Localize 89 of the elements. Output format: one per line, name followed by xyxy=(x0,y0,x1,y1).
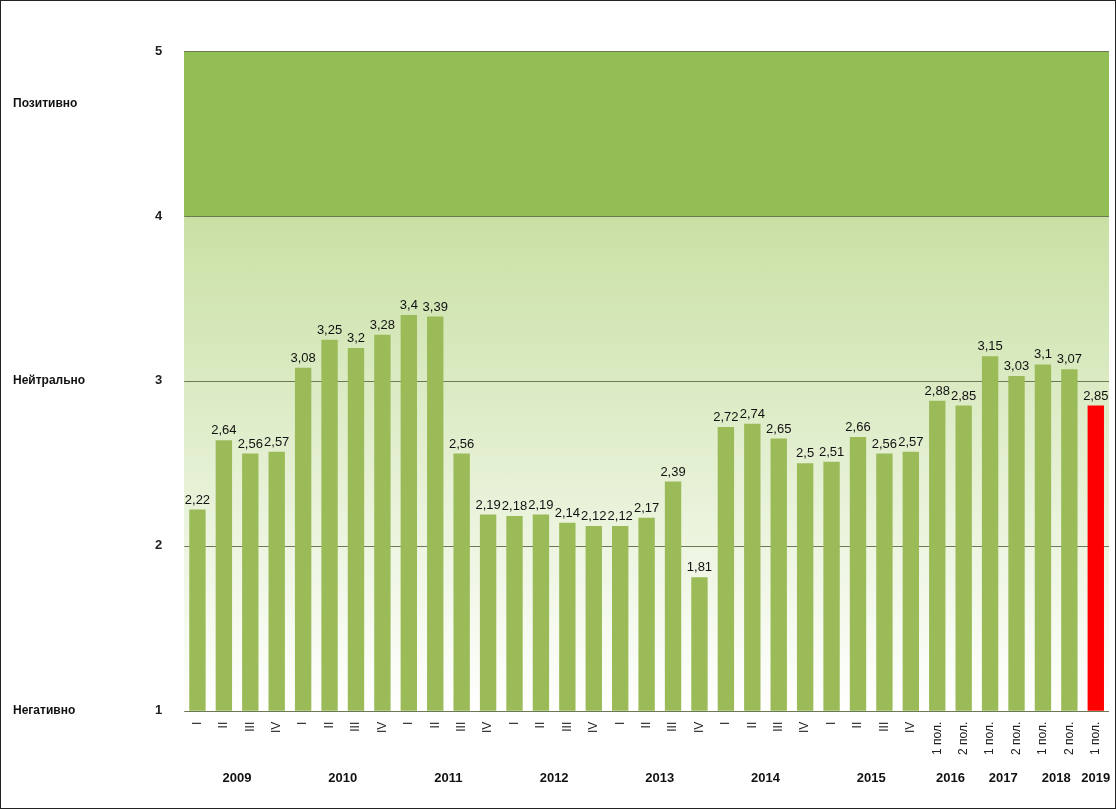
text: 2012 xyxy=(539,769,569,785)
data-label: 3,25 xyxy=(316,321,343,337)
x-tick-label: I xyxy=(506,721,521,726)
x-tick-label: III xyxy=(453,721,468,732)
data-label: 2,74 xyxy=(739,405,765,421)
x-tick-label: I xyxy=(189,721,204,726)
x-tick-label: IV xyxy=(480,721,495,734)
x-tick-label: 2 пол. xyxy=(1061,721,1076,756)
data-label: 2,18 xyxy=(501,498,528,514)
data-label: 2,85 xyxy=(1083,387,1109,403)
y-tick-label: 2 xyxy=(155,537,163,553)
data-label: 2,56 xyxy=(871,435,898,451)
data-label: 2,72 xyxy=(713,409,739,425)
x-tick-label: II xyxy=(638,721,653,729)
data-label: 3,28 xyxy=(369,316,396,332)
data-label: 2,12 xyxy=(607,508,633,524)
x-tick-label: I xyxy=(401,721,416,726)
data-label: 2,51 xyxy=(818,443,845,459)
data-label: 3,07 xyxy=(1056,351,1083,367)
data-label: 2,39 xyxy=(660,463,686,479)
data-label: 3,2 xyxy=(346,329,366,345)
data-label: 3,08 xyxy=(290,349,316,365)
data-label: 3,03 xyxy=(1003,358,1030,373)
text: 2017 xyxy=(988,769,1018,785)
x-tick-label: II xyxy=(321,721,336,729)
data-label: 3,4 xyxy=(399,296,418,312)
data-label: 2,5 xyxy=(796,445,815,461)
text: 2011 xyxy=(434,769,463,785)
x-tick-label: 1 пол. xyxy=(1088,721,1103,756)
y-tick-label: 5 xyxy=(155,42,163,58)
x-tick-label: I xyxy=(823,721,838,726)
data-label: 1,81 xyxy=(686,559,713,575)
data-label: 2,56 xyxy=(237,435,263,451)
data-label: 2,57 xyxy=(898,433,924,449)
x-tick-label: II xyxy=(427,721,442,729)
data-label: 2,85 xyxy=(951,387,977,403)
x-tick-label: III xyxy=(559,721,574,732)
text: 2016 xyxy=(936,769,965,785)
x-tick-label: III xyxy=(348,721,363,732)
x-tick-label: II xyxy=(216,721,231,729)
x-tick-label: I xyxy=(718,721,733,726)
data-label: 2,66 xyxy=(845,419,871,435)
text: 2009 xyxy=(222,769,252,785)
x-tick-label: II xyxy=(533,721,548,729)
x-tick-label: III xyxy=(771,721,786,732)
y-tick-label: 4 xyxy=(155,207,163,223)
text: 2014 xyxy=(751,769,781,785)
x-tick-label: IV xyxy=(269,721,284,734)
x-tick-label: 2 пол. xyxy=(1008,721,1023,756)
x-tick-label: III xyxy=(665,721,680,732)
x-tick-label: IV xyxy=(374,721,389,734)
x-tick-label: 2 пол. xyxy=(955,721,970,756)
x-tick-label: IV xyxy=(691,721,706,734)
data-label: 2,12 xyxy=(581,508,607,524)
data-label: 2,57 xyxy=(264,433,290,449)
x-tick-label: 1 пол. xyxy=(1035,721,1050,756)
x-tick-label: IV xyxy=(797,721,812,734)
y-tick-label: 3 xyxy=(155,372,163,388)
text: 2018 xyxy=(1041,769,1071,785)
data-label: 2,64 xyxy=(211,422,237,438)
text: Позитивно xyxy=(13,96,78,111)
data-label: 2,88 xyxy=(924,382,950,398)
data-label: 2,14 xyxy=(554,504,581,520)
x-tick-label: III xyxy=(242,721,257,732)
text: 2019 xyxy=(1081,769,1111,785)
text: 2010 xyxy=(328,769,358,785)
x-tick-label: I xyxy=(612,721,627,726)
x-tick-label: IV xyxy=(586,721,601,734)
text: Нейтрально xyxy=(13,373,86,388)
data-label: 3,1 xyxy=(1033,346,1052,362)
data-label: 2,65 xyxy=(766,420,792,436)
x-tick-label: III xyxy=(876,721,891,732)
data-label: 2,19 xyxy=(475,496,501,512)
data-label: 2,19 xyxy=(528,496,554,512)
x-tick-label: IV xyxy=(903,721,918,734)
x-tick-label: 1 пол. xyxy=(929,721,944,756)
text: 2015 xyxy=(856,769,886,785)
data-label: 3,15 xyxy=(977,338,1003,354)
data-label: 2,56 xyxy=(449,435,475,451)
data-label: 2,22 xyxy=(184,491,211,507)
y-tick-label: 1 xyxy=(155,702,163,718)
x-tick-label: II xyxy=(850,721,865,729)
data-label: 3,39 xyxy=(422,298,448,314)
text: 2013 xyxy=(645,769,675,785)
data-label: 2,17 xyxy=(633,499,660,515)
text: Негативно xyxy=(13,703,76,718)
x-tick-label: 1 пол. xyxy=(982,721,997,756)
x-tick-label: I xyxy=(295,721,310,726)
x-tick-label: II xyxy=(744,721,759,729)
